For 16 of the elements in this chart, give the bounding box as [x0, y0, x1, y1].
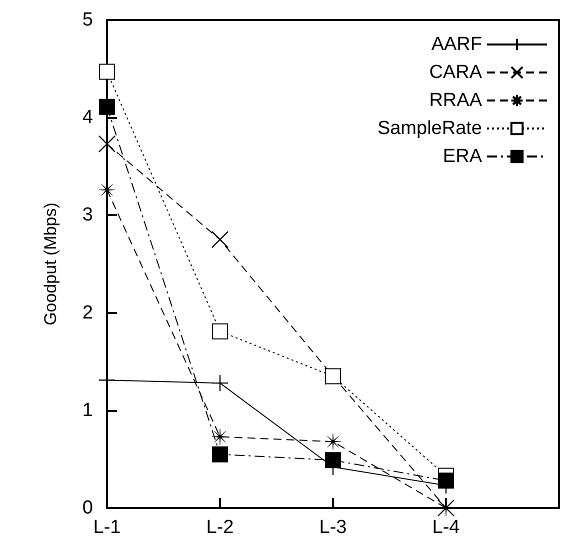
legend-label: RRAA	[429, 90, 482, 111]
x-tick-label: L-3	[319, 517, 347, 538]
x-tick-label: L-1	[93, 517, 121, 538]
legend-label: SampleRate	[377, 118, 482, 139]
legend-label: CARA	[429, 62, 482, 83]
y-tick-label: 0	[82, 498, 93, 518]
legend-label: ERA	[442, 146, 482, 167]
x-tick-label: L-2	[206, 517, 234, 538]
y-tick-label: 5	[82, 10, 93, 30]
y-axis-title: Goodput (Mbps)	[41, 202, 60, 326]
y-tick-label: 2	[82, 302, 93, 324]
y-tick-label: 3	[82, 204, 93, 226]
y-tick-label: 1	[82, 400, 93, 421]
x-tick-label: L-4	[432, 517, 460, 538]
y-tick-label: 4	[82, 107, 94, 128]
legend-label: AARF	[431, 34, 482, 55]
